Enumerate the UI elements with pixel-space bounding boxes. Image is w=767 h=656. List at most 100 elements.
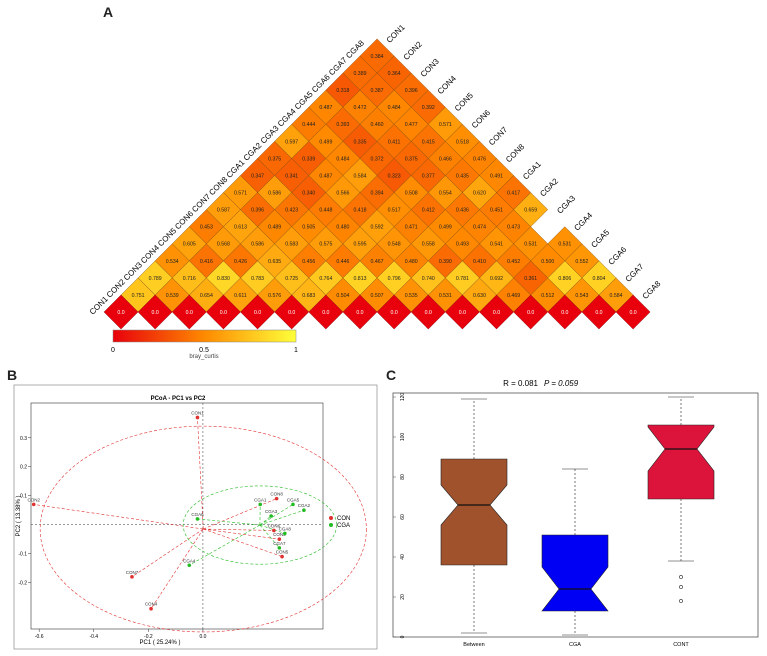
heatmap-cell-value: 0.576 [268,293,281,299]
colorbar-min-label: 0 [111,347,115,354]
heatmap-cell-value: 0.389 [353,71,366,77]
heatmap-cell-value: 0.426 [234,259,247,265]
heatmap-diagonal-cell [581,294,617,330]
heatmap-cell-value: 0.411 [388,139,401,145]
heatmap-cell-value: 0.575 [319,242,332,248]
heatmap-diagonal-value: 0.0 [459,310,466,316]
heatmap-cell-value: 0.460 [371,122,384,128]
heatmap-cell-value: 0.505 [302,225,315,231]
pcoa-point [195,517,200,521]
heatmap-cell-value: 0.448 [319,208,332,214]
heatmap-cell-value: 0.512 [541,293,554,299]
heatmap-cell-value: 0.499 [439,225,452,231]
pcoa-x-tick-label: 0.0 [199,634,206,640]
heatmap-cell-value: 0.477 [405,122,418,128]
heatmap-cell-value: 0.335 [353,139,366,145]
pcoa-ticks: -0.6 -0.4 -0.2 0.0 -0.2 -0.1 0.1 0.2 0.3 [18,403,323,640]
heatmap-cell-value: 0.586 [268,191,281,197]
heatmap-cell-value: 0.554 [439,191,452,197]
pcoa-legend: CON CGA [329,516,350,529]
heatmap-diagonal-cell [171,294,207,330]
heatmap-cell-value: 0.323 [388,173,401,179]
heatmap-cell-value: 0.375 [405,156,418,162]
pcoa-y-tick-label: 0.2 [20,465,27,471]
heatmap-cell-value: 0.480 [405,259,418,265]
heatmap-cell-value: 0.372 [371,156,384,162]
pcoa-point [282,531,287,536]
heatmap-diagonal-value: 0.0 [288,310,295,316]
heatmap-cell-value: 0.474 [473,225,486,231]
pcoa-point [302,508,306,513]
heatmap-cell-value: 0.716 [183,276,196,282]
heatmap-cell-value: 0.466 [439,156,452,162]
heatmap-cell-value: 0.584 [353,173,366,179]
heatmap-diagonal-value: 0.0 [425,310,432,316]
panel-label-b: B [7,367,18,383]
heatmap-cell-value: 0.620 [473,191,486,197]
heatmap-diagonal-cell [206,294,241,330]
heatmap-cell-value: 0.508 [405,191,418,197]
heatmap-cell-value: 0.830 [217,276,230,282]
heatmap-cell-value: 0.764 [319,276,332,282]
pcoa-point-label: CON6 [268,523,281,528]
legend-cga-label: CGA [337,523,350,529]
heatmap-cell-value: 0.539 [166,293,179,299]
legend-con-label: CON [337,516,350,522]
pcoa-centroid-spoke [203,528,274,531]
pcoa-x-tick-label: -0.4 [89,634,98,640]
heatmap-cell-value: 0.340 [302,191,315,197]
heatmap-cell-value: 0.587 [217,208,230,214]
heatmap-cell-value: 0.725 [285,276,298,282]
pcoa-point-label: CON8 [270,492,283,497]
heatmap-cell [547,226,583,262]
heatmap-cell-value: 0.393 [336,122,349,128]
pcoa-title: PCoA - PC1 vs PC2 [151,396,206,402]
heatmap-cell-value: 0.692 [490,276,503,282]
heatmap-cell-value: 0.531 [524,242,537,248]
heatmap-cell-value: 0.444 [302,122,315,128]
heatmap-cell-value: 0.613 [234,225,247,231]
heatmap-cell-value: 0.418 [353,208,366,214]
pcoa-point [274,496,279,501]
heatmap-diagonal-cell [103,294,139,330]
heatmap-cell-value: 0.396 [251,208,264,214]
heatmap-diagonal-value: 0.0 [595,310,602,316]
heatmap-diagonal-value: 0.0 [629,310,636,316]
heatmap-cell-value: 0.487 [319,105,332,111]
panel-label-c: C [386,367,397,383]
heatmap-cell-value: 0.396 [405,88,418,94]
heatmap-cell-value: 0.436 [456,208,469,214]
pcoa-point [269,514,273,518]
heatmap-cell-value: 0.552 [575,259,588,265]
pcoa-point [272,528,276,533]
heatmap-cell-value: 0.456 [302,259,315,265]
heatmap-cell-value: 0.318 [336,88,349,94]
heatmap-diagonal-value: 0.0 [117,310,124,316]
pcoa-centroid-spoke [259,509,304,526]
heatmap-cell-value: 0.500 [541,259,554,265]
heatmap-cell-value: 0.635 [268,259,281,265]
pcoa-point-label: CON1 [191,410,204,415]
heatmap-cell-value: 0.504 [336,293,349,299]
pcoa-x-axis-label: PC1 ( 25.24% ) [139,640,180,646]
heatmap-cell-value: 0.423 [285,208,298,214]
pcoa-centroid-spoke [259,524,285,534]
colorbar-title: bray_curtis [189,354,218,360]
heatmap-cell-value: 0.611 [234,293,247,299]
panel-label-a: A [103,4,114,20]
heatmap-cell-value: 0.347 [251,173,264,179]
heatmap-cell-value: 0.384 [371,54,384,60]
pcoa-centroid-spoke [203,498,277,530]
heatmap-cell-value: 0.541 [490,242,503,248]
pcoa-point [258,502,263,507]
colorbar: 0 0.5 1 bray_curtis [111,329,298,360]
pcoa-centroid-spoke [197,518,260,526]
heatmap-cell-value: 0.543 [575,293,588,299]
heatmap-cell-value: 0.796 [388,276,401,282]
heatmap-diagonal-value: 0.0 [561,310,568,316]
pcoa-x-tick-label: -0.6 [35,634,44,640]
pcoa-point-label: CGA6 [191,512,204,517]
heatmap-cell-value: 0.375 [268,156,281,162]
